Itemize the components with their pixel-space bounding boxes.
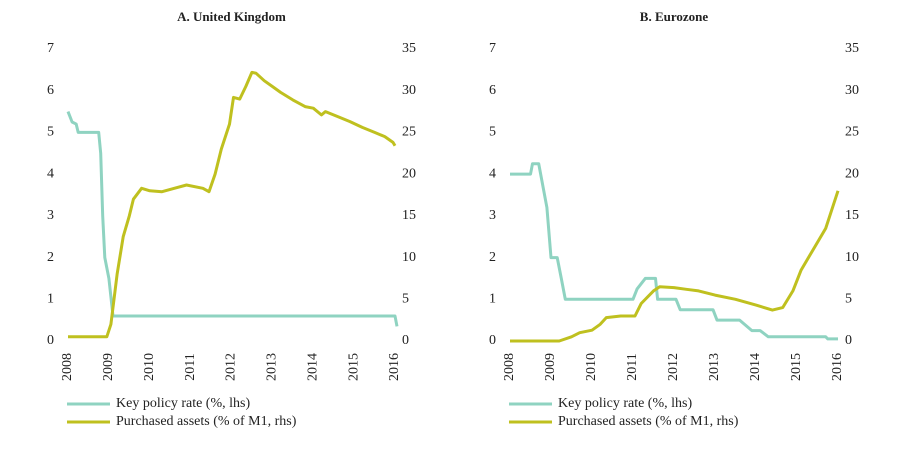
x-tick-label: 2008 bbox=[60, 353, 75, 381]
legend-label: Purchased assets (% of M1, rhs) bbox=[558, 414, 739, 429]
y2-tick-label: 15 bbox=[402, 208, 416, 223]
chart-title: B. Eurozone bbox=[640, 9, 709, 24]
y-tick-label: 6 bbox=[489, 83, 496, 98]
x-tick-label: 2010 bbox=[142, 353, 157, 381]
x-tick-label: 2012 bbox=[666, 353, 681, 381]
x-tick-label: 2011 bbox=[183, 353, 198, 380]
legend-label: Purchased assets (% of M1, rhs) bbox=[116, 414, 297, 429]
x-tick-label: 2014 bbox=[748, 353, 763, 381]
x-tick-label: 2012 bbox=[224, 353, 239, 381]
y-tick-label: 4 bbox=[47, 166, 54, 181]
x-tick-label: 2009 bbox=[101, 353, 116, 381]
y2-tick-label: 30 bbox=[845, 83, 859, 98]
y-tick-label: 0 bbox=[489, 333, 496, 348]
y-tick-label: 6 bbox=[47, 83, 54, 98]
y-tick-label: 0 bbox=[47, 333, 54, 348]
x-tick-label: 2014 bbox=[305, 353, 320, 381]
series-line bbox=[510, 190, 840, 343]
y-tick-label: 3 bbox=[47, 208, 54, 223]
y-tick-label: 5 bbox=[47, 125, 54, 140]
y2-tick-label: 10 bbox=[402, 250, 416, 265]
x-tick-label: 2008 bbox=[502, 353, 517, 381]
y2-tick-label: 25 bbox=[845, 125, 859, 140]
y2-tick-label: 35 bbox=[402, 41, 416, 56]
y-tick-label: 1 bbox=[47, 292, 54, 307]
y-tick-label: 7 bbox=[489, 41, 496, 56]
y2-tick-label: 35 bbox=[845, 41, 859, 56]
x-tick-label: 2010 bbox=[584, 353, 599, 381]
x-tick-label: 2013 bbox=[707, 353, 722, 381]
y2-tick-label: 0 bbox=[402, 333, 409, 348]
chart-title: A. United Kingdom bbox=[177, 9, 286, 24]
y2-tick-label: 0 bbox=[845, 333, 852, 348]
y-tick-label: 4 bbox=[489, 166, 496, 181]
y2-tick-label: 30 bbox=[402, 83, 416, 98]
x-tick-label: 2016 bbox=[830, 353, 845, 381]
y-tick-label: 2 bbox=[47, 250, 54, 265]
y2-tick-label: 10 bbox=[845, 250, 859, 265]
x-tick-label: 2011 bbox=[625, 353, 640, 380]
x-tick-label: 2016 bbox=[387, 353, 402, 381]
y-tick-label: 7 bbox=[47, 41, 54, 56]
series-line bbox=[68, 70, 397, 339]
legend-label: Key policy rate (%, lhs) bbox=[558, 396, 692, 411]
x-tick-label: 2009 bbox=[543, 353, 558, 381]
y2-tick-label: 15 bbox=[845, 208, 859, 223]
y2-tick-label: 25 bbox=[402, 125, 416, 140]
y-tick-label: 2 bbox=[489, 250, 496, 265]
y-tick-label: 5 bbox=[489, 125, 496, 140]
y2-tick-label: 5 bbox=[402, 292, 409, 307]
x-tick-label: 2013 bbox=[265, 353, 280, 381]
legend-label: Key policy rate (%, lhs) bbox=[116, 396, 250, 411]
x-tick-label: 2015 bbox=[346, 353, 361, 381]
series-line bbox=[510, 162, 838, 341]
y2-tick-label: 5 bbox=[845, 292, 852, 307]
y-tick-label: 1 bbox=[489, 292, 496, 307]
y2-tick-label: 20 bbox=[402, 166, 416, 181]
y2-tick-label: 20 bbox=[845, 166, 859, 181]
x-tick-label: 2015 bbox=[789, 353, 804, 381]
y-tick-label: 3 bbox=[489, 208, 496, 223]
series-line bbox=[66, 111, 399, 327]
